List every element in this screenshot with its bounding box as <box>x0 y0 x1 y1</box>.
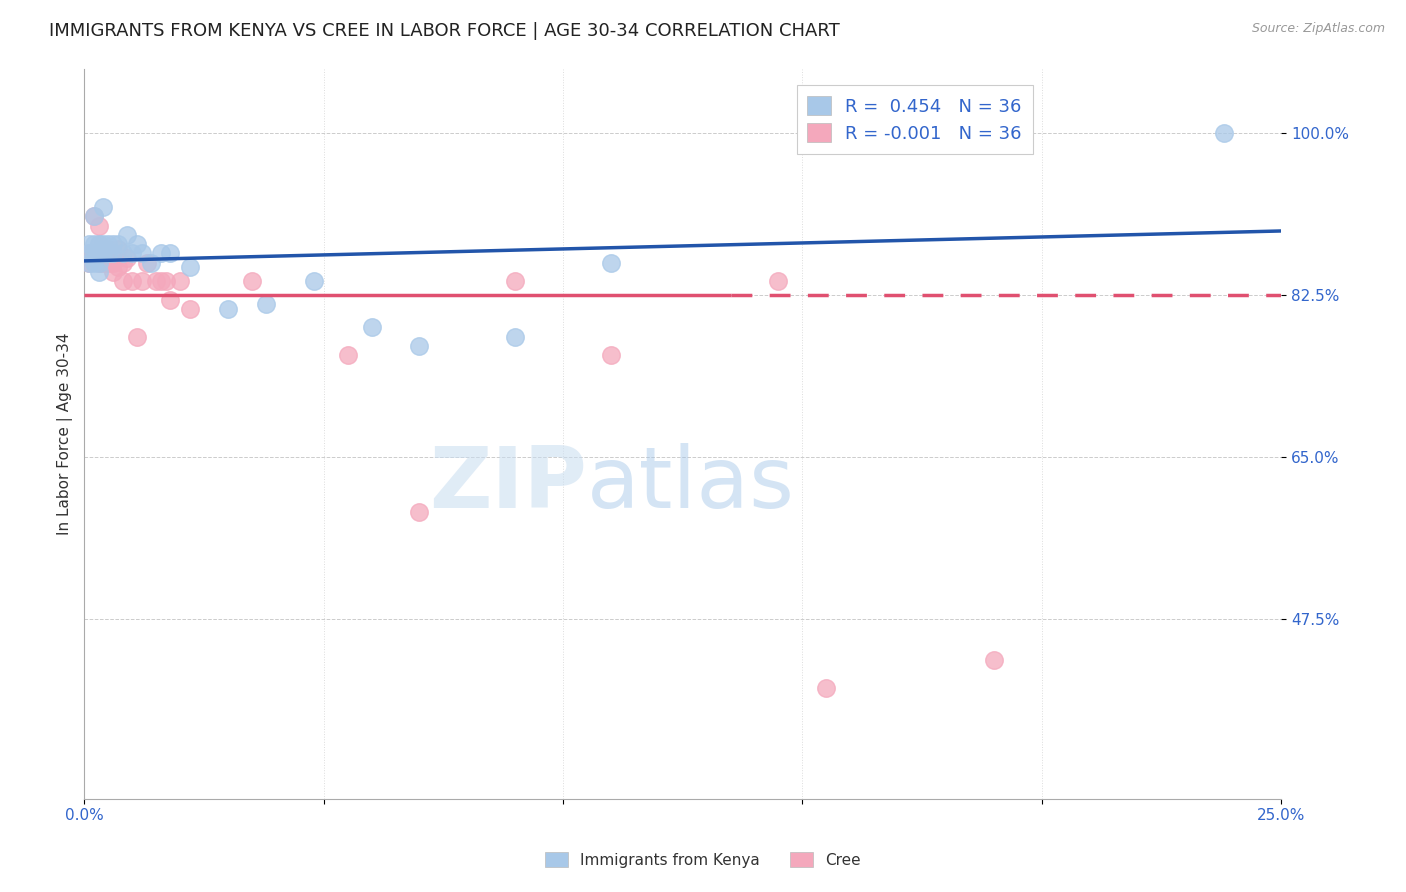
Point <box>111 255 134 269</box>
Point <box>101 265 124 279</box>
Point <box>408 505 430 519</box>
Point <box>107 242 129 256</box>
Text: Source: ZipAtlas.com: Source: ZipAtlas.com <box>1251 22 1385 36</box>
Point <box>77 255 100 269</box>
Point <box>125 237 148 252</box>
Legend: Immigrants from Kenya, Cree: Immigrants from Kenya, Cree <box>538 846 868 873</box>
Point <box>155 274 177 288</box>
Text: atlas: atlas <box>586 443 794 526</box>
Point <box>149 274 172 288</box>
Point <box>983 653 1005 667</box>
Point <box>101 246 124 260</box>
Point <box>97 246 120 260</box>
Point <box>145 274 167 288</box>
Point <box>87 255 110 269</box>
Point <box>169 274 191 288</box>
Point <box>83 237 105 252</box>
Point <box>408 339 430 353</box>
Point <box>159 246 181 260</box>
Point <box>87 265 110 279</box>
Point <box>87 237 110 252</box>
Point <box>87 237 110 252</box>
Point <box>77 255 100 269</box>
Text: IMMIGRANTS FROM KENYA VS CREE IN LABOR FORCE | AGE 30-34 CORRELATION CHART: IMMIGRANTS FROM KENYA VS CREE IN LABOR F… <box>49 22 839 40</box>
Point <box>503 329 526 343</box>
Point <box>1212 126 1234 140</box>
Point <box>141 255 163 269</box>
Point <box>768 274 790 288</box>
Point <box>125 329 148 343</box>
Point <box>83 255 105 269</box>
Point <box>83 246 105 260</box>
Point <box>83 210 105 224</box>
Point <box>336 348 359 362</box>
Point <box>599 255 621 269</box>
Point <box>97 255 120 269</box>
Point <box>77 237 100 252</box>
Point <box>93 255 115 269</box>
Point <box>97 237 120 252</box>
Point <box>135 255 157 269</box>
Point <box>77 246 100 260</box>
Point <box>83 246 105 260</box>
Point <box>121 246 143 260</box>
Text: ZIP: ZIP <box>429 443 586 526</box>
Point <box>179 260 201 275</box>
Point <box>101 255 124 269</box>
Point <box>93 237 115 252</box>
Point <box>87 246 110 260</box>
Point <box>815 681 838 695</box>
Point <box>101 237 124 252</box>
Point <box>77 246 100 260</box>
Y-axis label: In Labor Force | Age 30-34: In Labor Force | Age 30-34 <box>58 333 73 535</box>
Point <box>97 242 120 256</box>
Point <box>121 274 143 288</box>
Point <box>87 219 110 233</box>
Point <box>240 274 263 288</box>
Point <box>360 320 382 334</box>
Point <box>159 293 181 307</box>
Point <box>131 246 153 260</box>
Point <box>149 246 172 260</box>
Point <box>117 227 139 242</box>
Point <box>87 255 110 269</box>
Point <box>217 301 239 316</box>
Point <box>117 251 139 265</box>
Point <box>503 274 526 288</box>
Point <box>93 246 115 260</box>
Point <box>302 274 325 288</box>
Point <box>254 297 277 311</box>
Point <box>107 260 129 275</box>
Point <box>93 246 115 260</box>
Point <box>111 246 134 260</box>
Point <box>599 348 621 362</box>
Point <box>111 274 134 288</box>
Point <box>93 200 115 214</box>
Point <box>131 274 153 288</box>
Point <box>83 210 105 224</box>
Legend: R =  0.454   N = 36, R = -0.001   N = 36: R = 0.454 N = 36, R = -0.001 N = 36 <box>797 85 1033 153</box>
Point <box>179 301 201 316</box>
Point <box>107 237 129 252</box>
